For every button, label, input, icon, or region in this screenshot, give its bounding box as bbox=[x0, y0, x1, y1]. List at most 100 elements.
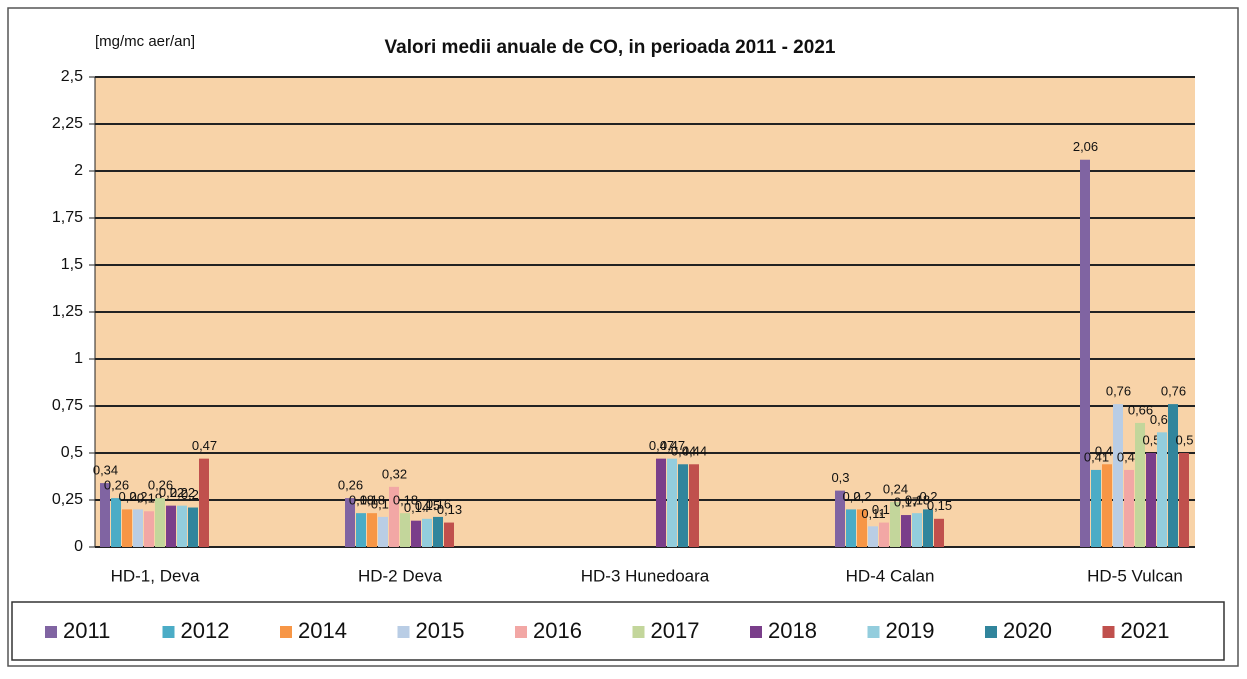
data-label: 0,47 bbox=[660, 438, 685, 453]
bar bbox=[846, 509, 856, 547]
y-axis-label: [mg/mc aer/an] bbox=[95, 33, 195, 50]
legend-swatch bbox=[397, 626, 410, 638]
bar bbox=[433, 516, 443, 547]
data-label: 0,5 bbox=[1175, 432, 1193, 447]
x-tick-label: HD-5 Vulcan bbox=[1087, 566, 1183, 585]
y-tick-label: 1,75 bbox=[52, 209, 83, 226]
legend-label: 2021 bbox=[1121, 618, 1170, 643]
y-tick-label: 1 bbox=[74, 350, 83, 367]
x-tick-label: HD-4 Calan bbox=[846, 566, 935, 585]
data-label: 0,18 bbox=[360, 493, 385, 508]
bar bbox=[656, 458, 666, 547]
bar bbox=[111, 498, 121, 547]
data-label: 0,76 bbox=[1161, 384, 1186, 399]
bar bbox=[1091, 469, 1101, 547]
bar bbox=[857, 509, 867, 547]
bar bbox=[1179, 453, 1189, 547]
bar bbox=[144, 511, 154, 547]
bar bbox=[133, 509, 143, 547]
legend-label: 2015 bbox=[416, 618, 465, 643]
legend-swatch bbox=[162, 626, 175, 638]
bar bbox=[177, 505, 187, 547]
bar bbox=[356, 513, 366, 547]
legend-label: 2018 bbox=[768, 618, 817, 643]
legend-box bbox=[11, 601, 1225, 661]
y-tick-label: 2,5 bbox=[61, 68, 83, 85]
bar bbox=[378, 516, 388, 547]
data-label: 0,2 bbox=[118, 489, 136, 504]
data-label: 0,22 bbox=[159, 485, 184, 500]
y-tick-label: 0,25 bbox=[52, 491, 83, 508]
bar bbox=[879, 522, 889, 547]
bar bbox=[1168, 404, 1178, 547]
data-label: 0,2 bbox=[129, 489, 147, 504]
chart-title: Valori medii anuale de CO, in perioada 2… bbox=[385, 37, 836, 58]
data-label: 0,32 bbox=[382, 466, 407, 481]
y-tick-label: 1,25 bbox=[52, 303, 83, 320]
data-label: 0,18 bbox=[393, 493, 418, 508]
bar bbox=[1080, 159, 1090, 547]
bar bbox=[400, 513, 410, 547]
bar bbox=[1135, 422, 1145, 547]
bar bbox=[166, 505, 176, 547]
bar bbox=[868, 526, 878, 547]
data-label: 0,44 bbox=[671, 444, 696, 459]
legend-swatch bbox=[985, 626, 997, 638]
data-label: 0,47 bbox=[649, 438, 674, 453]
bar bbox=[345, 498, 355, 547]
y-tick-label: 0,75 bbox=[52, 397, 83, 414]
bar bbox=[912, 513, 922, 547]
bar bbox=[934, 518, 944, 547]
data-label: 0,26 bbox=[338, 478, 363, 493]
data-label: 0,34 bbox=[93, 463, 118, 478]
y-tick-label: 0 bbox=[74, 538, 83, 555]
bar bbox=[155, 498, 165, 547]
bar bbox=[389, 486, 399, 547]
x-tick-label: HD-2 Deva bbox=[358, 566, 443, 585]
legend-swatch bbox=[515, 626, 527, 638]
data-label: 0,18 bbox=[905, 493, 930, 508]
bar bbox=[1157, 432, 1167, 547]
data-label: 0,5 bbox=[1142, 432, 1160, 447]
legend-swatch bbox=[867, 626, 880, 638]
legend-swatch bbox=[750, 626, 762, 638]
data-label: 0,2 bbox=[853, 489, 871, 504]
legend-label: 2019 bbox=[886, 618, 935, 643]
bar bbox=[678, 464, 688, 547]
bar bbox=[1146, 453, 1156, 547]
data-label: 0,76 bbox=[1106, 384, 1131, 399]
bar bbox=[689, 464, 699, 547]
bar bbox=[422, 518, 432, 547]
data-label: 0,13 bbox=[437, 502, 462, 517]
data-label: 0,15 bbox=[415, 498, 440, 513]
legend-label: 2012 bbox=[181, 618, 230, 643]
data-label: 0,18 bbox=[349, 493, 374, 508]
data-label: 0,2 bbox=[919, 489, 937, 504]
y-tick-label: 1,5 bbox=[61, 256, 83, 273]
bar bbox=[411, 520, 421, 547]
bar bbox=[667, 458, 677, 547]
data-label: 0,26 bbox=[148, 478, 173, 493]
bar bbox=[199, 458, 209, 547]
legend-label: 2017 bbox=[651, 618, 700, 643]
legend-label: 2011 bbox=[63, 618, 110, 643]
data-label: 0,66 bbox=[1128, 402, 1153, 417]
data-label: 0,3 bbox=[831, 470, 849, 485]
bar bbox=[835, 490, 845, 547]
data-label: 0,15 bbox=[927, 498, 952, 513]
legend-swatch bbox=[45, 626, 57, 638]
y-tick-label: 2,25 bbox=[52, 115, 83, 132]
legend-swatch bbox=[632, 626, 645, 638]
data-label: 0,22 bbox=[170, 485, 195, 500]
bar bbox=[188, 507, 198, 547]
bar bbox=[122, 509, 132, 547]
bar bbox=[100, 483, 110, 547]
bar bbox=[901, 515, 911, 547]
data-label: 0,26 bbox=[104, 478, 129, 493]
data-label: 0,17 bbox=[894, 494, 919, 509]
bar bbox=[1124, 469, 1134, 547]
data-label: 0,44 bbox=[682, 444, 707, 459]
data-label: 0,11 bbox=[861, 506, 885, 521]
x-tick-label: HD-3 Hunedoara bbox=[581, 566, 710, 585]
